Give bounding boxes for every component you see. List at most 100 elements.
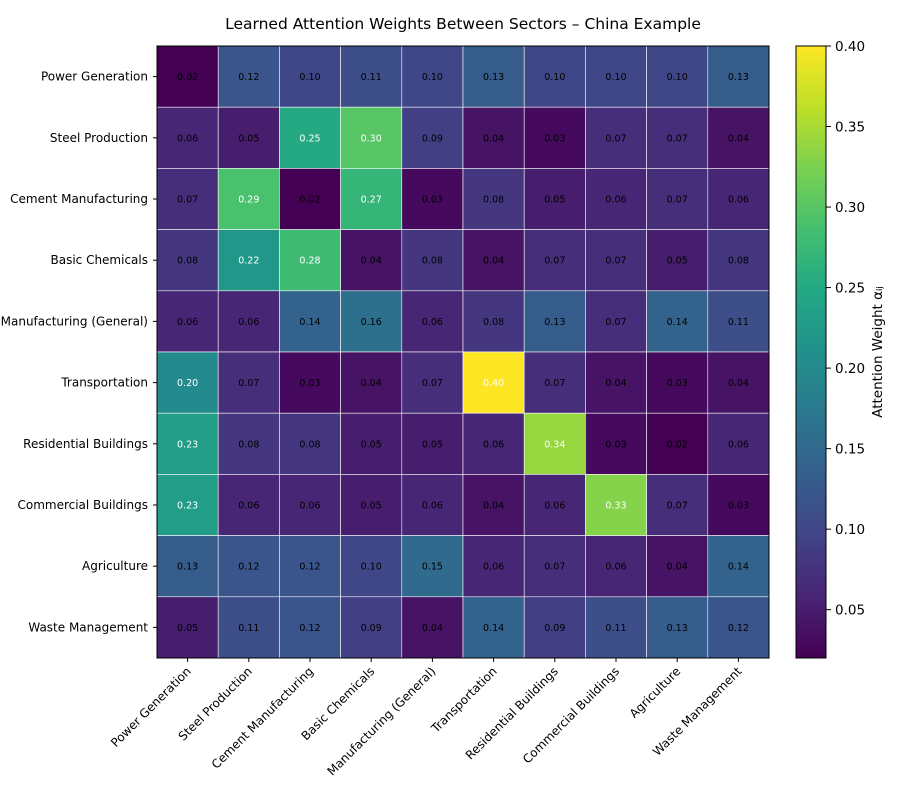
cell-value-label: 0.04 — [483, 501, 504, 512]
cell-value-label: 0.08 — [177, 256, 198, 267]
cell-value-label: 0.09 — [544, 623, 565, 634]
heatmap-cell — [156, 412, 219, 475]
heatmap-cell — [707, 412, 770, 475]
cell-value-label: 0.14 — [667, 317, 688, 328]
cell-value-label: 0.06 — [422, 501, 443, 512]
cell-value-label: 0.04 — [361, 256, 382, 267]
heatmap-cell — [156, 596, 219, 659]
heatmap-cell — [585, 106, 647, 169]
y-tick-label: Manufacturing (General) — [1, 314, 148, 328]
heatmap-cell — [585, 596, 647, 659]
heatmap-cell — [462, 229, 525, 292]
cell-value-label: 0.13 — [177, 562, 198, 573]
cell-value-label: 0.06 — [238, 317, 259, 328]
heatmap-cell — [401, 45, 464, 108]
heatmap-cell — [523, 290, 586, 353]
cell-value-label: 0.06 — [177, 133, 198, 144]
cell-value-label: 0.10 — [299, 72, 320, 83]
cell-value-label: 0.06 — [177, 317, 198, 328]
cell-value-label: 0.05 — [361, 501, 382, 512]
cell-value-label: 0.08 — [728, 256, 749, 267]
cell-value-label: 0.09 — [422, 133, 443, 144]
cell-value-label: 0.10 — [667, 72, 688, 83]
heatmap-cell — [646, 351, 709, 414]
cell-value-label: 0.33 — [605, 501, 626, 512]
cell-value-label: 0.06 — [483, 439, 504, 450]
heatmap-cell — [523, 168, 586, 230]
heatmap-cell — [401, 596, 464, 659]
cell-value-label: 0.28 — [299, 256, 320, 267]
heatmap-cell — [156, 351, 219, 414]
heatmap-cell — [646, 474, 709, 536]
cell-value-label: 0.08 — [483, 195, 504, 206]
heatmap-cell — [340, 106, 403, 169]
heatmap-cell — [523, 412, 586, 475]
heatmap-cell — [523, 106, 586, 169]
heatmap-cell — [462, 412, 525, 475]
heatmap-cell — [646, 535, 709, 598]
chart-title: Learned Attention Weights Between Sector… — [225, 15, 701, 33]
cell-value-label: 0.12 — [728, 623, 749, 634]
cell-value-label: 0.07 — [544, 378, 565, 389]
cell-value-label: 0.07 — [238, 378, 259, 389]
heatmap-cell — [279, 168, 341, 230]
cell-value-label: 0.05 — [544, 195, 565, 206]
heatmap-cell — [585, 474, 647, 536]
cell-value-label: 0.08 — [299, 439, 320, 450]
heatmap-cell — [646, 596, 709, 659]
heatmap-cell — [279, 351, 341, 414]
colorbar-ticks: 0.05 0.10 0.15 0.20 0.25 0.30 0.35 0.40 — [826, 39, 865, 619]
heatmap-cell — [401, 535, 464, 598]
heatmap-cell — [523, 474, 586, 536]
colorbar: 0.05 0.10 0.15 0.20 0.25 0.30 0.35 0.40 Attenti… — [795, 39, 886, 659]
cell-value-label: 0.06 — [728, 195, 749, 206]
cell-value-label: 0.25 — [299, 133, 320, 144]
plot-frame — [156, 45, 770, 659]
cell-value-label: 0.06 — [299, 501, 320, 512]
cell-value-label: 0.23 — [177, 439, 198, 450]
cell-value-label: 0.07 — [422, 378, 443, 389]
heatmap-cell — [279, 535, 341, 598]
heatmap-cell — [646, 290, 709, 353]
cell-value-label: 0.11 — [728, 317, 749, 328]
cell-value-label: 0.40 — [483, 378, 504, 389]
heatmap-cell — [707, 106, 770, 169]
cell-value-label: 0.34 — [544, 439, 565, 450]
heatmap-cell — [279, 290, 341, 353]
heatmap-cell — [217, 535, 280, 598]
cell-value-label: 0.12 — [299, 562, 320, 573]
cell-value-label: 0.11 — [605, 623, 626, 634]
colorbar-tick-label: 0.40 — [835, 39, 865, 55]
cell-value-label: 0.07 — [544, 562, 565, 573]
cell-value-label: 0.02 — [177, 72, 198, 83]
cell-value-label: 0.30 — [361, 133, 382, 144]
cell-value-label: 0.04 — [728, 378, 749, 389]
heatmap-cell — [340, 45, 403, 108]
cell-value-label: 0.02 — [667, 439, 688, 450]
heatmap-cell — [585, 535, 647, 598]
y-tick-label: Residential Buildings — [23, 437, 148, 451]
cell-value-label: 0.13 — [483, 72, 504, 83]
cell-value-label: 0.03 — [667, 378, 688, 389]
heatmap-cell — [707, 229, 770, 292]
heatmap-value-labels: 0.02 0.12 0.10 0.11 0.10 0.13 0.10 0.10 0.10 0.13… — [177, 72, 749, 634]
cell-value-label: 0.14 — [299, 317, 320, 328]
cell-value-label: 0.03 — [544, 133, 565, 144]
colorbar-label: Attention Weight αᵢⱼ — [870, 286, 886, 418]
heatmap-cell — [217, 106, 280, 169]
cell-value-label: 0.06 — [728, 439, 749, 450]
cell-value-label: 0.13 — [667, 623, 688, 634]
y-tick-label: Power Generation — [41, 70, 148, 84]
cell-value-label: 0.06 — [605, 195, 626, 206]
cell-value-label: 0.05 — [361, 439, 382, 450]
cell-value-label: 0.04 — [422, 623, 443, 634]
cell-value-label: 0.06 — [238, 501, 259, 512]
cell-value-label: 0.20 — [177, 378, 198, 389]
x-tick-label: Cement Manufacturing — [209, 664, 316, 771]
colorbar-tick-label: 0.25 — [835, 281, 865, 297]
heatmap-cell — [217, 45, 280, 108]
heatmap-cell — [646, 106, 709, 169]
heatmap-cell — [340, 412, 403, 475]
colorbar-gradient — [795, 45, 827, 659]
